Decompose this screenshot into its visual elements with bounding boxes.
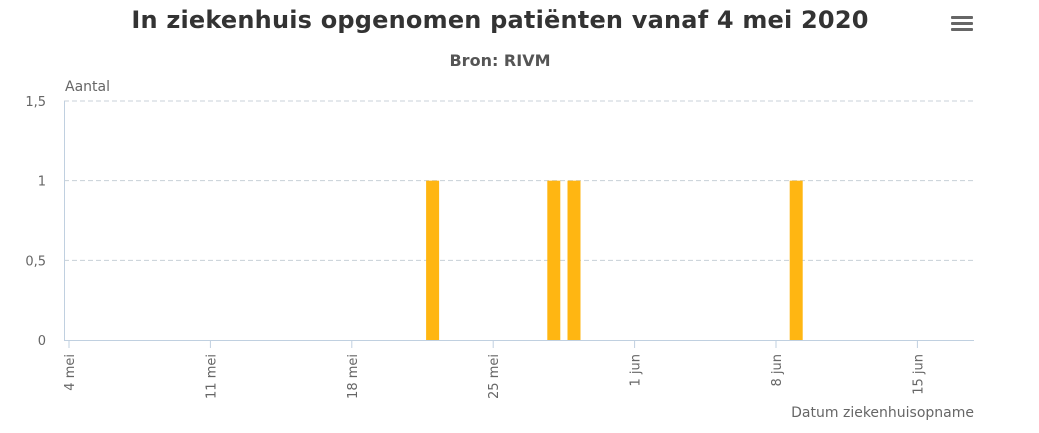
chart-title: In ziekenhuis opgenomen patiënten vanaf … (131, 6, 869, 34)
y-tick-label: 1 (38, 175, 46, 190)
x-tick-label: 11 mei (204, 354, 219, 399)
x-tick-label: 15 jun (911, 354, 926, 395)
y-axis-title: Aantal (65, 79, 110, 95)
x-tick-label: 1 jun (629, 354, 644, 387)
x-axis-title: Datum ziekenhuisopname (791, 405, 974, 421)
x-tick-label: 25 mei (487, 354, 502, 399)
hamburger-menu-icon-line (951, 22, 973, 25)
x-tick-label: 4 mei (63, 354, 78, 391)
hamburger-menu-icon-line (951, 28, 973, 31)
bar (426, 180, 440, 340)
y-tick-label: 0 (38, 334, 46, 349)
hamburger-menu-icon (951, 16, 973, 19)
chart-menu-button[interactable] (948, 12, 976, 36)
x-tick-label: 18 mei (346, 354, 361, 399)
bar (547, 180, 561, 340)
x-tick-label: 8 jun (770, 354, 785, 387)
y-tick-label: 1,5 (25, 95, 46, 110)
bar (789, 180, 803, 340)
chart-subtitle: Bron: RIVM (449, 51, 551, 70)
bar (567, 180, 581, 340)
y-tick-label: 0,5 (25, 254, 46, 269)
